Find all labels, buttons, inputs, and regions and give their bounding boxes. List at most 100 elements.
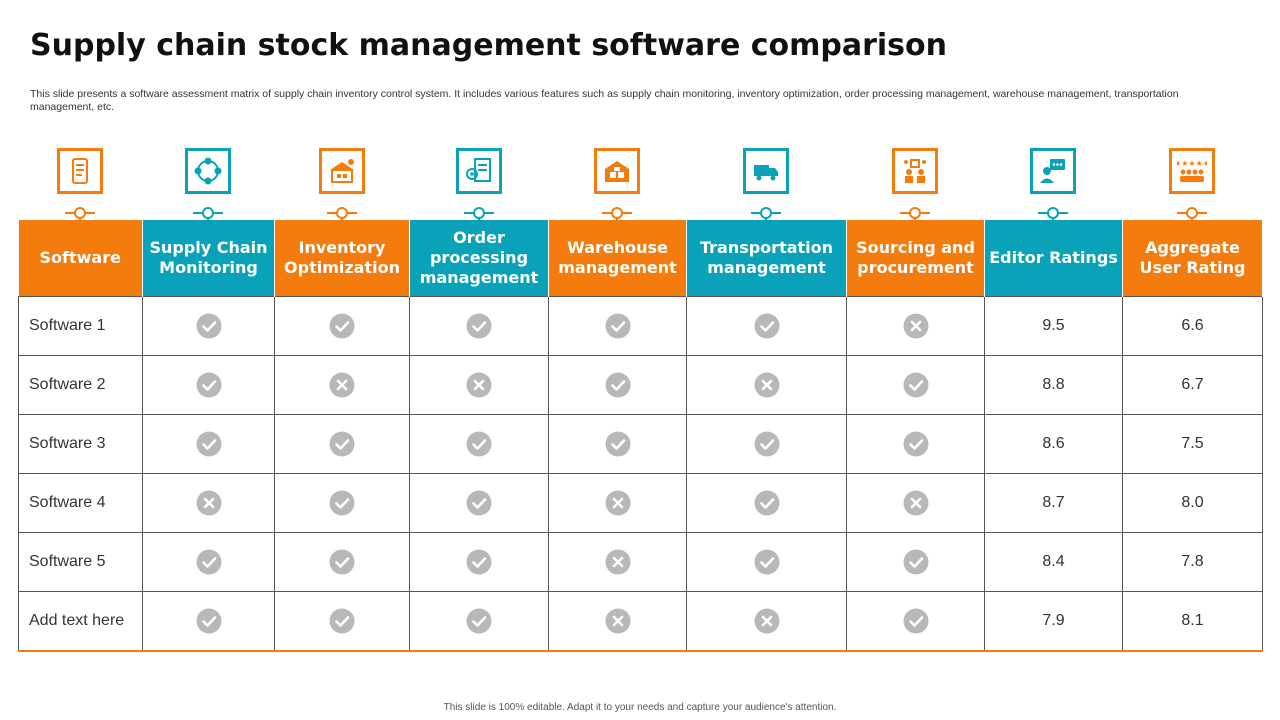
- feature-cell: [142, 591, 275, 652]
- feature-cell: [142, 355, 275, 415]
- user-rating-cell: 8.1: [1122, 591, 1263, 652]
- footer-note: This slide is 100% editable. Adapt it to…: [443, 702, 837, 713]
- column-icon-group: [18, 144, 1262, 220]
- table-header-row: Software Supply Chain Monitoring Inventory…: [18, 220, 1263, 297]
- check-circle-icon: [329, 549, 355, 575]
- column-header: Warehouse management: [548, 220, 687, 297]
- column-header: Aggregate User Rating: [1122, 220, 1263, 297]
- feature-cell: [686, 296, 847, 356]
- feature-cell: [548, 532, 687, 592]
- table-row: Software 1 9.5 6.6: [18, 296, 1263, 356]
- check-circle-icon: [754, 490, 779, 516]
- feature-cell: [548, 355, 687, 415]
- column-header: Transportation management: [686, 220, 847, 297]
- feature-cell: [686, 532, 847, 592]
- check-circle-icon: [605, 372, 630, 398]
- page-title: Supply chain stock management software c…: [30, 28, 948, 63]
- check-circle-icon: [329, 313, 355, 339]
- check-circle-icon: [754, 313, 779, 339]
- check-circle-icon: [903, 549, 928, 575]
- software-name-cell: Software 3: [18, 414, 143, 474]
- editor-rating-cell: 9.5: [984, 296, 1123, 356]
- cross-circle-icon: [466, 372, 492, 398]
- feature-cell: [846, 532, 985, 592]
- cross-circle-icon: [903, 490, 928, 516]
- feature-cell: [274, 414, 410, 474]
- editor-rating-cell: 8.8: [984, 355, 1123, 415]
- table-row: Software 2 8.8 6.7: [18, 355, 1263, 415]
- check-circle-icon: [466, 313, 492, 339]
- column-icon-group: [18, 144, 1262, 220]
- feature-cell: [548, 414, 687, 474]
- table-row: Add text here 7.9 8.1: [18, 591, 1263, 652]
- column-header: Supply Chain Monitoring: [142, 220, 275, 297]
- feature-cell: [274, 473, 410, 533]
- user-rating-cell: 8.0: [1122, 473, 1263, 533]
- feature-cell: [409, 473, 549, 533]
- feature-cell: [686, 473, 847, 533]
- column-header: Order processing management: [409, 220, 549, 297]
- column-header: Inventory Optimization: [274, 220, 410, 297]
- cross-circle-icon: [196, 490, 221, 516]
- feature-cell: [846, 296, 985, 356]
- column-icon-group: ★★★★★: [18, 144, 1262, 220]
- check-circle-icon: [903, 372, 928, 398]
- connector-stem: [616, 217, 618, 220]
- check-circle-icon: [605, 431, 630, 457]
- software-name-cell: Software 1: [18, 296, 143, 356]
- supply-network-icon: [185, 148, 231, 194]
- feature-cell: [409, 532, 549, 592]
- order-document-icon: [455, 148, 502, 194]
- software-name-cell: Add text here: [18, 591, 143, 652]
- feature-cell: [274, 532, 410, 592]
- check-circle-icon: [329, 608, 355, 634]
- feature-cell: [548, 473, 687, 533]
- check-circle-icon: [196, 431, 221, 457]
- check-circle-icon: [196, 608, 221, 634]
- connector-stem: [1191, 217, 1193, 220]
- editor-rating-cell: 8.4: [984, 532, 1123, 592]
- feature-cell: [142, 473, 275, 533]
- connector-stem: [207, 217, 209, 220]
- feature-cell: [548, 296, 687, 356]
- column-icon-group: [18, 144, 1262, 220]
- cross-circle-icon: [329, 372, 355, 398]
- feature-cell: [274, 355, 410, 415]
- feature-cell: [409, 355, 549, 415]
- feature-cell: [846, 414, 985, 474]
- column-icons-row: ★★★★★: [18, 144, 1262, 220]
- check-circle-icon: [605, 313, 630, 339]
- editor-rating-cell: 8.6: [984, 414, 1123, 474]
- feature-cell: [686, 591, 847, 652]
- feature-cell: [142, 296, 275, 356]
- check-circle-icon: [466, 549, 492, 575]
- cross-circle-icon: [605, 549, 630, 575]
- feature-cell: [274, 296, 410, 356]
- column-icon-group: [18, 144, 1262, 220]
- user-rating-cell: 6.6: [1122, 296, 1263, 356]
- svg-text:★★★★★: ★★★★★: [1177, 159, 1207, 168]
- column-icon-group: [18, 144, 1262, 220]
- connector-stem: [340, 217, 343, 220]
- cross-circle-icon: [605, 608, 630, 634]
- feature-cell: [686, 414, 847, 474]
- check-circle-icon: [329, 490, 355, 516]
- check-circle-icon: [196, 549, 221, 575]
- feature-cell: [142, 532, 275, 592]
- warehouse-boxes-icon: [594, 148, 640, 194]
- feature-cell: [686, 355, 847, 415]
- table-row: Software 3 8.6 7.5: [18, 414, 1263, 474]
- check-circle-icon: [754, 431, 779, 457]
- check-circle-icon: [466, 608, 492, 634]
- phone-list-icon: [57, 148, 103, 194]
- connector-stem: [914, 217, 916, 220]
- procurement-team-icon: [892, 148, 938, 194]
- feature-cell: [409, 414, 549, 474]
- editor-rating-cell: 7.9: [984, 591, 1123, 652]
- check-circle-icon: [903, 608, 928, 634]
- check-circle-icon: [903, 431, 928, 457]
- user-rating-stars-icon: ★★★★★: [1169, 148, 1215, 194]
- editor-review-icon: [1030, 148, 1076, 194]
- check-circle-icon: [196, 313, 221, 339]
- comparison-table: Software Supply Chain Monitoring Inventory…: [18, 220, 1263, 652]
